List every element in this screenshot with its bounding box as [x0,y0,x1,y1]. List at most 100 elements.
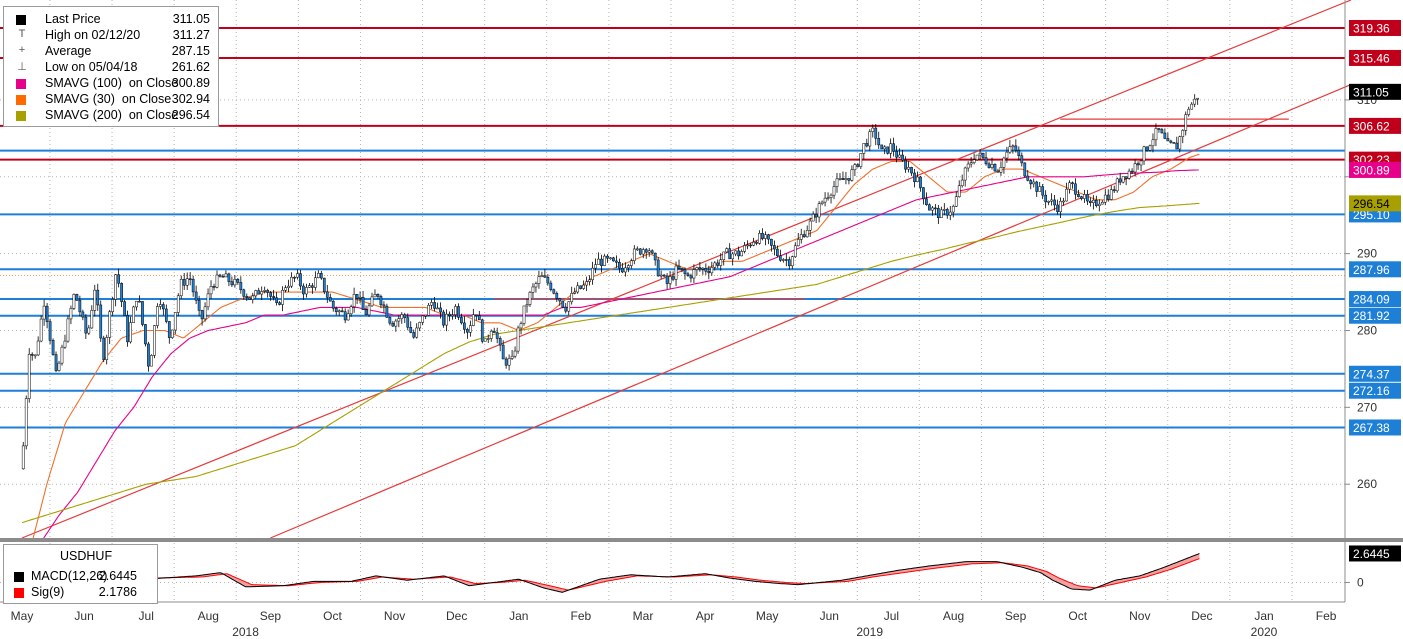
candle-body [96,289,100,306]
candle-body [173,312,177,331]
candle-body [474,314,478,316]
candle-body [510,355,514,359]
candle-body [865,143,869,147]
year-label: 2019 [856,625,883,639]
candle-body [531,286,535,293]
candle-body [141,301,144,325]
x-tick-label: May [756,609,779,623]
candle-body [448,313,451,316]
candle-body [1112,189,1116,192]
candle-body [1044,194,1048,203]
candle-body [81,311,85,318]
candle-body [463,322,466,330]
candle-body [540,275,544,278]
legend-label: SMAVG (100) on Close [45,76,179,90]
candle-body [60,346,64,364]
candle-body [209,286,213,295]
candle-body [63,340,67,348]
candle-body [212,286,216,288]
legend-value: 311.27 [172,28,210,42]
candle-body [418,322,422,329]
candle-body [725,248,729,253]
candle-body [75,294,79,301]
candle-body [838,178,842,180]
candle-body [108,311,112,338]
ma-line [32,153,1200,539]
low-marker-icon: ⊥ [17,61,27,73]
candle-body [850,169,854,181]
legend-label: Low on 05/04/18 [45,60,138,74]
candle-body [919,176,922,188]
candle-body [376,294,380,297]
candle-body [972,159,976,164]
candle-body [24,398,28,447]
candle-body [659,274,663,277]
candle-body [147,343,150,367]
legend-swatch [14,572,24,582]
legend-item-sma200: SMAVG (200) on Close 296.54 [4,108,218,124]
candle-body [36,340,40,356]
candle-body [1035,181,1039,192]
candle-body [182,279,186,286]
candle-body [695,267,699,270]
x-tick-label: Feb [1316,609,1337,623]
candle-body [1053,199,1056,206]
x-tick-label: Sep [260,609,282,623]
candle-body [662,274,666,277]
candle-body [647,250,651,253]
x-tick-label: Nov [384,609,405,623]
candle-body [773,245,776,250]
x-tick-label: Jan [509,609,528,623]
candle-body [111,299,115,312]
legend-value: 287.15 [171,44,210,58]
candle-body [731,253,735,260]
candle-body [57,362,61,371]
candle-body [728,248,732,260]
candle-body [999,167,1003,173]
candle-body [331,300,335,309]
candle-body [311,285,314,288]
candle-body [1083,194,1086,199]
candle-body [746,244,749,247]
candle-body [302,285,305,295]
candle-body [150,355,153,367]
macd-legend: USDHUF MACD(12,26) 2.6445 Sig(9) 2.1786 [3,544,158,604]
candle-body [1175,142,1179,150]
candle-body [767,234,770,240]
candle-body [176,295,180,313]
candle-body [1127,170,1131,179]
candle-body [752,241,755,246]
candle-body [889,143,893,154]
candle-body [880,144,884,150]
candle-body [904,160,907,170]
candle-body [948,211,952,216]
x-tick-label: Apr [696,609,715,623]
candle-body [1068,182,1071,190]
candle-body [242,289,246,297]
candle-body [528,292,532,305]
candle-body [653,252,657,261]
legend-label: High on 02/12/20 [45,28,141,42]
x-tick-label: Aug [943,609,964,623]
candle-body [21,445,25,470]
candle-body [451,314,454,316]
candle-body [779,255,782,261]
candle-body [1103,194,1107,203]
candle-body [597,258,600,265]
candle-body [832,186,836,196]
candle-body [790,256,794,267]
candle-body [308,285,311,288]
candle-body [981,152,985,158]
candle-body [886,146,890,154]
macd-value-tag-bg [1349,545,1401,562]
candle-body [513,350,517,357]
candle-body [534,283,538,288]
candle-body [671,276,675,280]
candle-body [400,314,404,319]
x-tick-label: Jul [884,609,899,623]
candle-body [808,220,812,231]
candle-body [45,305,49,322]
candle-body [638,248,642,255]
candle-body [319,273,323,279]
candle-body [138,300,141,303]
